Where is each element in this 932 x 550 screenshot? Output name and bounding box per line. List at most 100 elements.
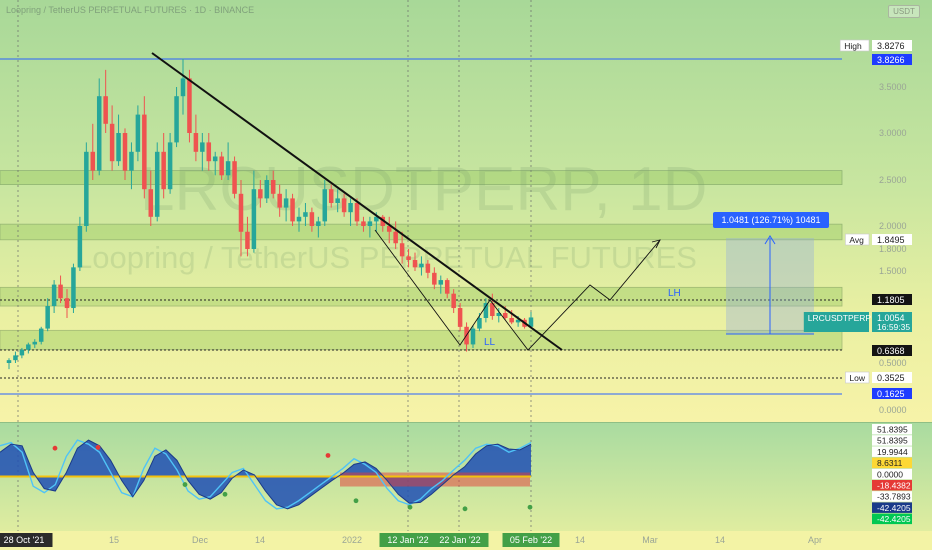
x-tick-label: 15 [109, 535, 119, 545]
horizontal-levels [0, 58, 842, 395]
candle-body [13, 355, 18, 361]
oscillator-wave-slow [0, 439, 532, 510]
price-label-box [872, 40, 912, 51]
x-tick-label: 14 [715, 535, 725, 545]
currency-button[interactable]: USDT [888, 5, 920, 18]
candle-body [432, 272, 437, 285]
candlestick-series [6, 58, 534, 370]
oscillator-value-box [872, 502, 912, 513]
candle-body [64, 298, 70, 309]
candle-body [335, 198, 340, 203]
candle-body [348, 203, 353, 213]
oscillator-red-band [340, 472, 530, 487]
oscillator-area [0, 440, 531, 509]
candle-body [361, 221, 366, 226]
zone-band [0, 329, 843, 351]
price-axis-labels: 3.8276 High 3.8266 1.8495 Avg 1.1805 1.005416:… [803, 39, 912, 399]
candle-body [444, 280, 450, 294]
oscillator-value-label: 51.8395 [877, 425, 908, 435]
candle-body [251, 189, 257, 249]
x-tick-label: 22 Jan '22 [439, 535, 480, 545]
candle-body [328, 189, 334, 203]
y-tick-label: 2.5000 [879, 175, 907, 185]
x-tick-label: 14 [255, 535, 265, 545]
chart-header: Loopring / TetherUS PERPETUAL FUTURES · … [6, 5, 258, 15]
price-tag-label: LRCUSDTPERP [808, 313, 872, 323]
candle-body [84, 151, 89, 226]
price-label-box [872, 54, 912, 65]
candle-body [167, 142, 173, 190]
candle-body [341, 198, 347, 213]
price-label-value: 3.8266 [877, 55, 905, 65]
candle-body [406, 256, 411, 260]
candle-body [322, 189, 328, 222]
x-tick-label: 28 Oct '21 [4, 535, 45, 545]
oscillator-signal-dot [353, 498, 359, 504]
candle-body [154, 151, 160, 217]
price-tag-box [839, 39, 870, 52]
projection-label-box [713, 212, 829, 228]
x-tick-label: Apr [808, 535, 822, 545]
candle-body [51, 284, 57, 307]
candle-body [399, 243, 405, 257]
ll-label: LL [484, 337, 496, 348]
candle-body [354, 203, 360, 222]
candle-body [515, 319, 521, 323]
candle-body [6, 360, 12, 363]
oscillator-value-box [872, 468, 912, 480]
y-tick-label: 1.8000 [879, 244, 907, 254]
candle-body [470, 328, 476, 345]
descending-trendline[interactable] [151, 52, 563, 351]
candle-body [412, 260, 418, 268]
oscillator-signal-dot [407, 504, 413, 510]
y-tick-label: 3.0000 [879, 128, 907, 138]
candle-body [367, 221, 373, 226]
oscillator-signal-dot [222, 491, 228, 497]
candle-body [296, 216, 302, 222]
oscillator-value-label: -42.4205 [877, 503, 911, 513]
projection-arrow-head [764, 235, 776, 245]
candle-body [283, 198, 289, 208]
oscillator-value-box [872, 513, 912, 525]
price-label-value: 0.3525 [877, 373, 905, 383]
price-tag-label: High [844, 41, 862, 51]
lh-label: LH [668, 288, 681, 299]
y-tick-label: 2.0000 [879, 221, 907, 231]
candle-body [264, 180, 270, 199]
oscillator-value-box [872, 424, 912, 435]
candle-body [270, 180, 276, 194]
candle-body [451, 293, 456, 309]
price-label-box [872, 294, 912, 305]
oscillator-signal-dot [52, 445, 58, 451]
candle-body [206, 142, 212, 162]
candle-body [200, 142, 205, 152]
candle-body [122, 133, 128, 171]
oscillator-signal-dot [527, 504, 533, 510]
candle-body [103, 96, 108, 124]
x-tick-label: 14 [575, 535, 585, 545]
candle-body [457, 308, 463, 327]
projected-path-arrowhead [651, 239, 661, 249]
candle-body [148, 189, 154, 217]
candle-body [212, 156, 218, 162]
price-label-box [872, 312, 912, 332]
oscillator-value-label: -18.4382 [877, 481, 911, 491]
candle-body [180, 78, 186, 97]
zone-band [0, 286, 843, 307]
price-tag-box [803, 312, 869, 332]
candle-body [490, 303, 495, 317]
zone-band [0, 170, 843, 186]
x-tick-label: 05 Feb '22 [510, 535, 552, 545]
oscillator-value-box [872, 446, 912, 457]
candle-body [116, 133, 121, 162]
candle-body [245, 231, 250, 249]
x-tick-highlight [502, 533, 560, 547]
oscillator-value-box [872, 491, 912, 502]
candle-body [109, 123, 115, 162]
oscillator-value-box [872, 480, 912, 491]
candle-body [32, 341, 38, 345]
oscillator-value-label: 19.9944 [877, 447, 908, 457]
candle-body [219, 156, 224, 176]
